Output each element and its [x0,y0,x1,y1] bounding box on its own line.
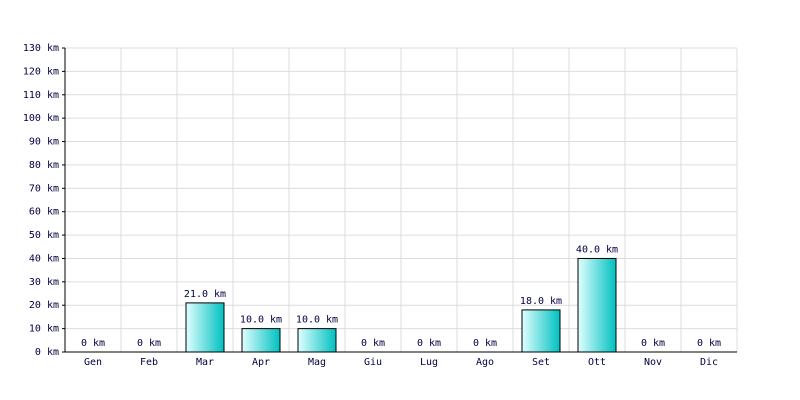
value-label: 10.0 km [240,315,282,326]
y-tick-label: 40 km [29,253,59,264]
y-tick-label: 50 km [29,230,59,241]
y-tick-label: 10 km [29,324,59,335]
x-tick-label: Feb [140,357,158,368]
x-tick-label: Mar [196,357,214,368]
y-tick-label: 60 km [29,207,59,218]
value-label: 21.0 km [184,289,226,300]
y-tick-label: 30 km [29,277,59,288]
y-tick-label: 90 km [29,137,59,148]
x-tick-label: Giu [364,357,382,368]
value-label: 0 km [81,338,105,349]
x-tick-label: Nov [644,357,662,368]
value-label: 0 km [641,338,665,349]
y-tick-label: 110 km [23,90,59,101]
value-label: 0 km [473,338,497,349]
value-label: 0 km [137,338,161,349]
bar [577,257,617,353]
x-tick-label: Mag [308,357,326,368]
y-tick-label: 20 km [29,300,59,311]
y-tick-label: 130 km [23,43,59,54]
value-label: 0 km [697,338,721,349]
x-tick-label: Dic [700,357,718,368]
x-tick-label: Set [532,357,550,368]
x-tick-label: Apr [252,357,270,368]
x-tick-label: Lug [420,357,438,368]
bar [241,328,281,353]
bar [185,302,225,353]
value-label: 0 km [361,338,385,349]
bar [521,309,561,353]
x-tick-label: Ago [476,357,494,368]
x-tick-label: Ott [588,357,606,368]
value-label: 18.0 km [520,296,562,307]
value-label: 10.0 km [296,315,338,326]
value-label: 40.0 km [576,244,618,255]
y-tick-label: 120 km [23,66,59,77]
y-tick-label: 100 km [23,113,59,124]
y-tick-label: 0 km [35,347,59,358]
value-label: 0 km [417,338,441,349]
bar [297,328,337,353]
x-tick-label: Gen [84,357,102,368]
y-tick-label: 70 km [29,183,59,194]
y-tick-label: 80 km [29,160,59,171]
